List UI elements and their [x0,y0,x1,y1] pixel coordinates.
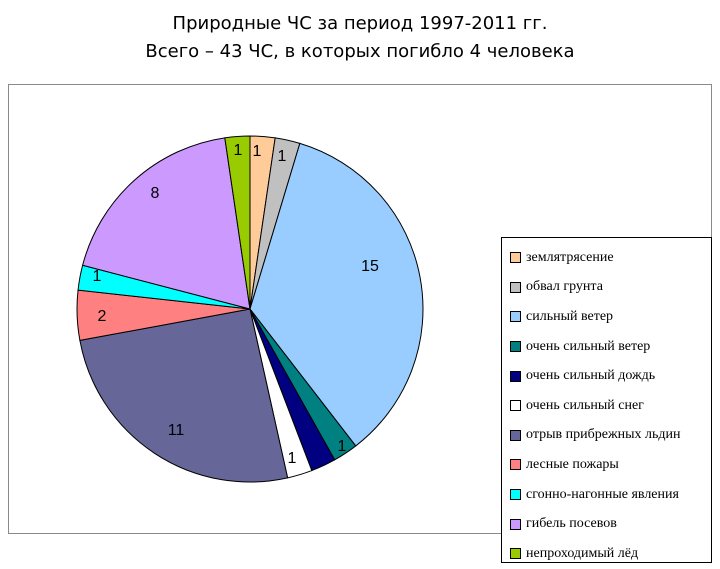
legend-item-2: обвал грунта [502,273,711,303]
legend-item-3: сильный ветер [502,302,711,332]
legend-item-1: землятрясение [502,243,711,273]
legend-item-9: сгонно-нагонные явления [502,480,711,510]
legend-swatch [510,518,521,530]
pie-data-label-7: 11 [168,422,185,439]
legend-item-6: очень сильный снег [502,391,711,421]
legend-label: обвал грунта [526,279,603,295]
legend-item-4: очень сильный ветер [502,332,711,362]
legend-swatch [510,548,521,560]
pie-slice-7 [79,308,289,483]
title-line-1: Природные ЧС за период 1997-2011 гг. [172,13,548,34]
pie-data-label-1: 1 [253,143,262,160]
legend-item-7: отрыв прибрежных льдин [502,421,711,451]
chart-title: Природные ЧС за период 1997-2011 гг. Все… [0,10,720,66]
pie-slice-11 [224,135,251,310]
legend-item-10: гибель посевов [502,509,711,539]
pie-data-label-9: 1 [93,268,102,285]
legend-item-8: лесные пожары [502,450,711,480]
pie-data-label-11: 1 [234,142,243,159]
legend-swatch [510,400,521,412]
legend-swatch [510,311,521,323]
legend-swatch [510,429,521,441]
legend-label: непроходимый лёд [526,545,639,561]
legend-swatch [510,489,521,501]
legend-swatch [510,281,521,293]
legend-item-5: очень сильный дождь [502,361,711,391]
legend-swatch [510,341,521,353]
legend: землятрясение обвал грунта сильный ветер оч… [501,237,712,563]
title-line-2: Всего – 43 ЧС, в которых погибло 4 челов… [145,41,575,62]
pie-data-label-2: 1 [278,148,287,165]
legend-label: очень сильный дождь [526,368,656,384]
chart-area: 1 1 15 1 1 11 2 1 8 1 землятрясение обвал грунта си… [8,84,712,563]
pie-data-label-8: 2 [98,308,107,325]
pie-slice-10 [82,137,251,310]
legend-swatch [510,252,521,264]
legend-swatch [510,370,521,382]
legend-label: очень сильный снег [526,397,644,413]
pie-data-label-4: 1 [338,438,347,455]
legend-swatch [510,459,521,471]
legend-label: сильный ветер [526,308,614,324]
legend-label: землятрясение [526,249,614,265]
legend-label: сгонно-нагонные явления [526,486,679,502]
legend-label: отрыв прибрежных льдин [526,427,681,443]
legend-label: лесные пожары [526,456,619,472]
pie-data-label-3: 15 [361,258,379,275]
legend-item-11: непроходимый лёд [502,539,711,569]
pie-data-label-10: 8 [151,185,160,202]
legend-label: гибель посевов [526,516,617,532]
pie-slice-3 [249,142,424,447]
pie-data-label-6: 1 [288,450,297,467]
legend-label: очень сильный ветер [526,338,651,354]
